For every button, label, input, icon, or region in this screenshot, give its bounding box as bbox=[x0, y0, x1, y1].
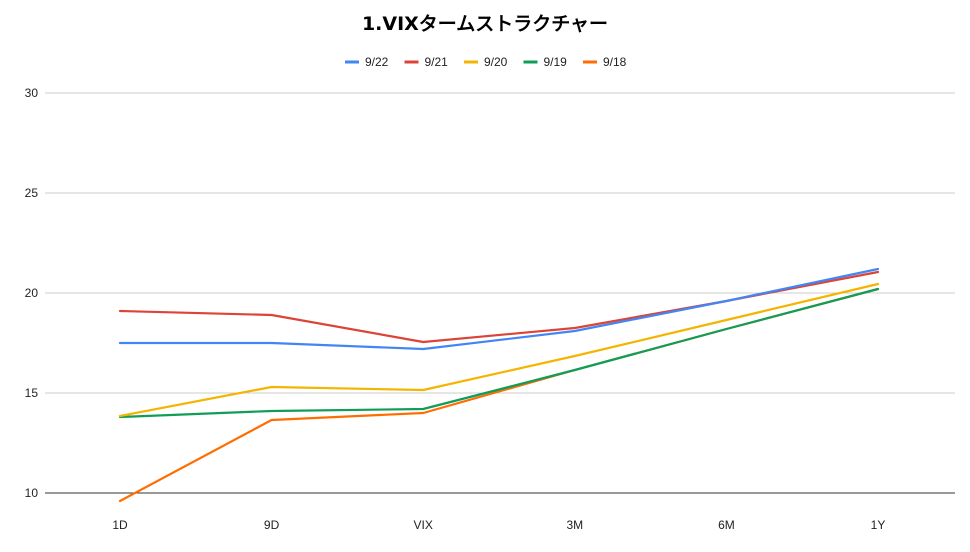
y-tick-label: 25 bbox=[25, 186, 39, 200]
series-line-9-20 bbox=[118, 282, 880, 418]
legend-item[interactable]: 9/21 bbox=[404, 55, 449, 69]
x-axis: 1D 9D VIX 3M 6M 1Y bbox=[112, 518, 885, 532]
series-line-9-19 bbox=[118, 287, 880, 419]
x-tick-label: 1Y bbox=[871, 518, 886, 532]
x-tick-label: 6M bbox=[718, 518, 735, 532]
x-tick-label: 9D bbox=[264, 518, 280, 532]
series-line-9-22 bbox=[118, 267, 880, 351]
legend-label: 9/21 bbox=[425, 55, 449, 69]
legend-item[interactable]: 9/22 bbox=[345, 55, 389, 69]
gridlines bbox=[45, 92, 955, 494]
y-tick-label: 30 bbox=[25, 86, 39, 100]
legend-item[interactable]: 9/19 bbox=[523, 55, 568, 69]
legend-item[interactable]: 9/20 bbox=[464, 55, 508, 69]
legend-label: 9/20 bbox=[484, 55, 508, 69]
series-lines bbox=[118, 267, 880, 503]
x-tick-label: 1D bbox=[112, 518, 128, 532]
legend-label: 9/22 bbox=[365, 55, 389, 69]
series-line-9-21 bbox=[118, 270, 880, 344]
y-tick-label: 10 bbox=[25, 486, 39, 500]
y-tick-label: 15 bbox=[25, 386, 39, 400]
y-tick-label: 20 bbox=[25, 286, 39, 300]
legend-label: 9/18 bbox=[603, 55, 627, 69]
chart-title: 1.VIXタームストラクチャー bbox=[362, 13, 608, 35]
x-tick-label: VIX bbox=[414, 518, 433, 532]
y-axis: 10 15 20 25 30 bbox=[25, 86, 39, 500]
legend-item[interactable]: 9/18 bbox=[583, 55, 627, 69]
x-tick-label: 3M bbox=[566, 518, 583, 532]
legend: 9/22 9/21 9/20 9/19 9/18 bbox=[345, 55, 627, 69]
legend-label: 9/19 bbox=[544, 55, 568, 69]
